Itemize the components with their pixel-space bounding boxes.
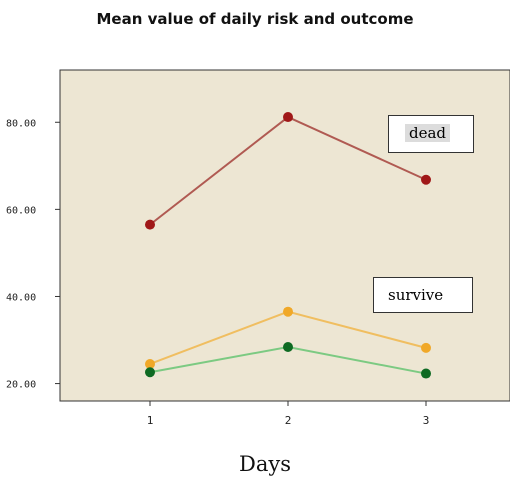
data-point-series-2 — [283, 341, 293, 352]
x-axis-label: Days — [239, 452, 291, 476]
x-tick-label: 3 — [423, 414, 430, 427]
x-tick-label: 1 — [147, 414, 154, 427]
annotation-dead-box: dead — [388, 115, 474, 153]
x-tick-label: 2 — [285, 414, 292, 427]
y-tick-label: 40.00 — [6, 292, 36, 303]
y-tick-label: 20.00 — [6, 380, 36, 391]
data-point-series-0 — [421, 174, 431, 185]
data-point-series-0 — [145, 219, 155, 230]
data-point-series-2 — [421, 368, 431, 379]
annotation-survive-box: survive — [373, 277, 473, 313]
chart-title: Mean value of daily risk and outcome — [96, 10, 414, 28]
y-tick-label: 80.00 — [6, 118, 36, 129]
annotation-survive-label: survive — [388, 286, 444, 304]
y-tick-label: 60.00 — [6, 205, 36, 216]
data-point-series-1 — [145, 358, 155, 369]
data-point-series-1 — [283, 306, 293, 317]
data-point-series-0 — [283, 112, 293, 123]
annotation-dead-label: dead — [405, 124, 451, 142]
data-point-series-1 — [421, 342, 431, 353]
data-point-series-2 — [145, 367, 155, 378]
